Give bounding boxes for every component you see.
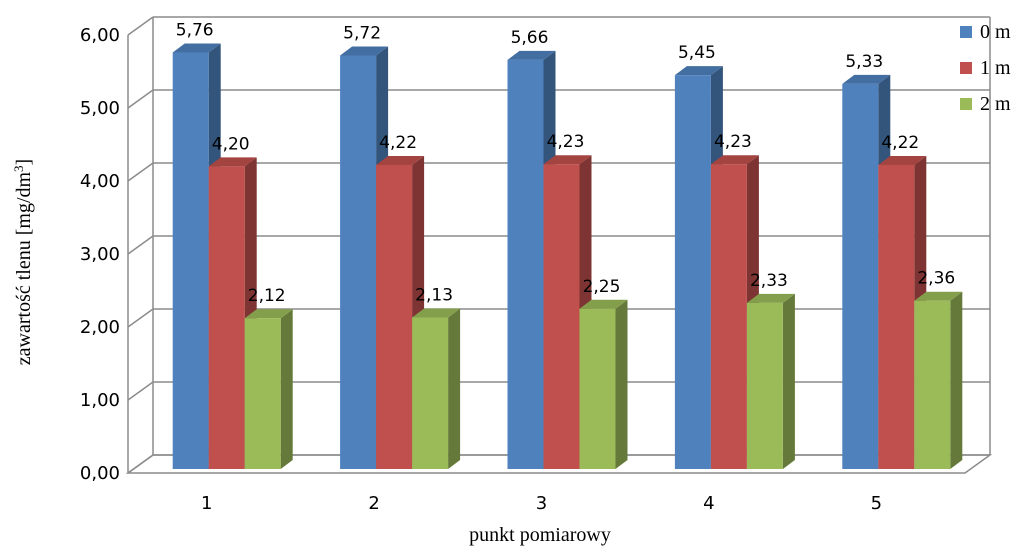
legend-label: 0 m [980,21,1011,43]
legend: 0 m 1 m 2 m [960,21,1011,115]
y-tick-label: 1,00 [80,390,120,411]
bar-top [914,291,963,301]
side-gridline [127,381,154,401]
bar-side [782,293,795,469]
data-label: 5,45 [678,43,716,63]
data-label: 4,23 [547,132,585,152]
data-label: 2,12 [248,286,286,306]
legend-item: 0 m [960,21,1011,43]
bar-front [340,55,377,469]
x-tick-label: 5 [871,493,882,514]
legend-item: 2 m [960,93,1011,115]
bar-top [244,309,293,319]
bar-top [376,155,425,165]
bar-front [878,164,915,469]
x-tick-label: 1 [201,493,212,514]
bar-side [280,309,293,469]
bar-top [507,50,556,60]
bar-front [172,52,209,470]
data-label: 5,66 [511,28,549,48]
bars [172,43,963,470]
y-tick-label: 4,00 [80,171,120,192]
y-tick-label: 5,00 [80,98,120,119]
y-tick-label: 6,00 [80,25,120,46]
bar-top [340,46,389,56]
bar-front [710,164,747,469]
legend-label: 2 m [980,93,1011,115]
data-label: 2,13 [415,286,453,306]
bar-front [507,59,544,469]
legend-label: 1 m [980,57,1011,79]
bar [543,155,592,469]
side-gridline [127,162,154,182]
data-label: 4,22 [379,133,417,153]
y-tick-label: 3,00 [80,244,120,265]
x-tick-label: 3 [536,493,547,514]
y-axis-title: zawartość tlenu [mg/dm3] [11,159,35,365]
bar-top [579,299,628,309]
side-gridline [127,308,154,328]
bar-front [208,166,245,469]
bar-front [746,302,783,469]
bar-top [710,155,759,165]
bar-front [376,164,413,469]
x-axis-title: punkt pomiarowy [469,524,611,546]
bar [710,155,759,469]
bar [579,299,628,469]
y-tick-label: 2,00 [80,317,120,338]
data-label: 4,22 [881,133,919,153]
side-gridline [127,89,154,109]
y-tick-label: 0,00 [80,463,120,484]
bar [244,309,293,469]
side-gridline [127,16,154,36]
bar [208,157,257,469]
data-label: 5,33 [845,52,883,72]
bar-front [244,318,281,469]
y-axis-ticks: 0,00 1,00 2,00 3,00 4,00 5,00 6,00 [80,25,120,484]
bar-front [842,83,879,469]
side-gridline [127,235,154,255]
data-label: 2,33 [750,271,788,291]
data-labels: 5,76 4,20 2,12 5,72 4,22 2,13 5,66 4,23 2,25 5,45… [176,21,955,307]
bar-front [412,317,449,469]
data-label: 5,72 [343,23,381,43]
bar [914,291,963,469]
x-tick-label: 4 [703,493,714,514]
bar-side [448,308,461,469]
bar-front [579,308,616,469]
bar-top [674,66,723,76]
legend-swatch [960,62,972,74]
x-axis-ticks: 1 2 3 4 5 [201,493,882,514]
legend-swatch [960,98,972,110]
bar [746,293,795,469]
data-label: 2,36 [917,269,955,289]
bar-top [208,157,257,167]
bar-side [950,291,963,469]
data-label: 2,25 [583,277,621,297]
bar-top [543,155,592,165]
bar-front [543,164,580,469]
bar-top [842,74,891,84]
data-label: 4,23 [714,132,752,152]
data-label: 5,76 [176,21,214,41]
data-label: 4,20 [212,134,250,154]
bar-front [674,75,711,470]
floor [125,454,993,474]
bar-top [878,155,927,165]
bar-top [172,43,221,53]
bar [412,308,461,469]
bar-front [914,300,951,469]
bar [376,155,425,469]
bar-side [615,299,628,469]
bar-top [746,293,795,303]
legend-item: 1 m [960,57,1011,79]
bar-top [412,308,461,318]
legend-swatch [960,26,972,38]
x-tick-label: 2 [368,493,379,514]
